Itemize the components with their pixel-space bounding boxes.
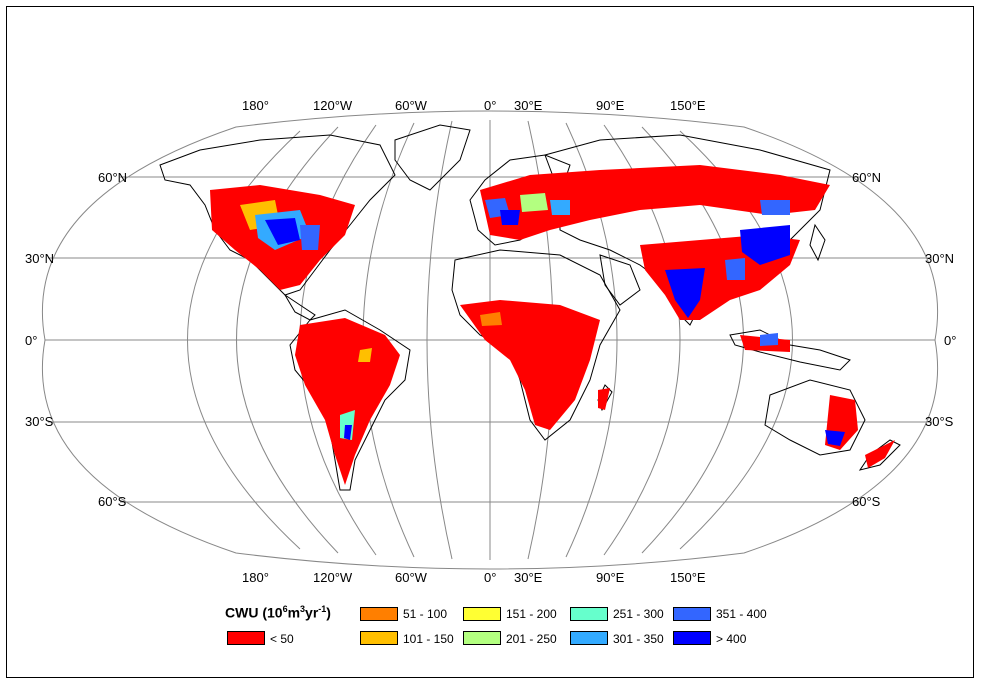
legend-label-351-400: 351 - 400 bbox=[716, 607, 767, 621]
cwu-data-layer bbox=[210, 165, 895, 485]
legend-swatch-101-150 bbox=[360, 631, 398, 645]
lon-label-top-30e: 30°E bbox=[514, 98, 543, 113]
lon-label-bottom-90e: 90°E bbox=[596, 570, 625, 585]
lat-labels-right: 60°N 30°N 0° 30°S 60°S bbox=[852, 170, 956, 509]
lon-label-top-0: 0° bbox=[484, 98, 496, 113]
lon-label-top-150e: 150°E bbox=[670, 98, 706, 113]
legend-label-gt400: > 400 bbox=[716, 632, 747, 646]
lat-label-right-0: 0° bbox=[944, 333, 956, 348]
lat-label-left-30n: 30°N bbox=[25, 251, 54, 266]
legend-label-101-150: 101 - 150 bbox=[403, 632, 454, 646]
legend-swatch-gt400 bbox=[673, 631, 711, 645]
greenland-outline bbox=[394, 124, 471, 191]
lon-label-bottom-180: 180° bbox=[242, 570, 269, 585]
lat-labels-left: 60°N 30°N 0° 30°S 60°S bbox=[25, 170, 127, 509]
lon-labels-top: 180° 120°W 60°W 0° 30°E 90°E 150°E bbox=[242, 98, 706, 113]
legend-swatch-51-100 bbox=[360, 607, 398, 621]
legend-swatch-lt50 bbox=[227, 631, 265, 645]
legend-label-201-250: 201 - 250 bbox=[506, 632, 557, 646]
africa-outline bbox=[451, 249, 621, 441]
lat-label-right-60n: 60°N bbox=[852, 170, 881, 185]
lon-label-top-120w: 120°W bbox=[313, 98, 353, 113]
lon-label-bottom-30e: 30°E bbox=[514, 570, 543, 585]
legend: CWU (106m3yr-1) 51 - 100 151 - 200 251 -… bbox=[225, 604, 785, 654]
legend-swatch-301-350 bbox=[570, 631, 608, 645]
legend-swatch-201-250 bbox=[463, 631, 501, 645]
lat-label-left-60n: 60°N bbox=[98, 170, 127, 185]
map-outline bbox=[41, 110, 939, 570]
legend-label-301-350: 301 - 350 bbox=[613, 632, 664, 646]
north-america-outline bbox=[159, 134, 396, 296]
lon-label-bottom-150e: 150°E bbox=[670, 570, 706, 585]
legend-title: CWU (106m3yr-1) bbox=[225, 604, 331, 621]
lat-label-left-30s: 30°S bbox=[25, 414, 54, 429]
legend-label-151-200: 151 - 200 bbox=[506, 607, 557, 621]
lon-label-top-180: 180° bbox=[242, 98, 269, 113]
lon-labels-bottom: 180° 120°W 60°W 0° 30°E 90°E 150°E bbox=[242, 570, 706, 585]
lon-label-top-60w: 60°W bbox=[395, 98, 428, 113]
lon-label-bottom-120w: 120°W bbox=[313, 570, 353, 585]
australia-outline bbox=[764, 379, 866, 456]
japan-outline bbox=[809, 223, 826, 262]
legend-label-251-300: 251 - 300 bbox=[613, 607, 664, 621]
legend-swatch-151-200 bbox=[463, 607, 501, 621]
lat-label-left-0: 0° bbox=[25, 333, 37, 348]
lon-label-bottom-60w: 60°W bbox=[395, 570, 428, 585]
central-america-outline bbox=[284, 294, 316, 321]
lat-label-left-60s: 60°S bbox=[98, 494, 127, 509]
lat-label-right-30s: 30°S bbox=[925, 414, 954, 429]
lat-label-right-60s: 60°S bbox=[852, 494, 881, 509]
legend-label-lt50: < 50 bbox=[270, 632, 294, 646]
arabia-outline bbox=[599, 254, 641, 306]
lon-label-top-90e: 90°E bbox=[596, 98, 625, 113]
lon-label-bottom-0: 0° bbox=[484, 570, 496, 585]
legend-swatch-351-400 bbox=[673, 607, 711, 621]
legend-label-51-100: 51 - 100 bbox=[403, 607, 448, 621]
legend-swatch-251-300 bbox=[570, 607, 608, 621]
lat-label-right-30n: 30°N bbox=[925, 251, 954, 266]
